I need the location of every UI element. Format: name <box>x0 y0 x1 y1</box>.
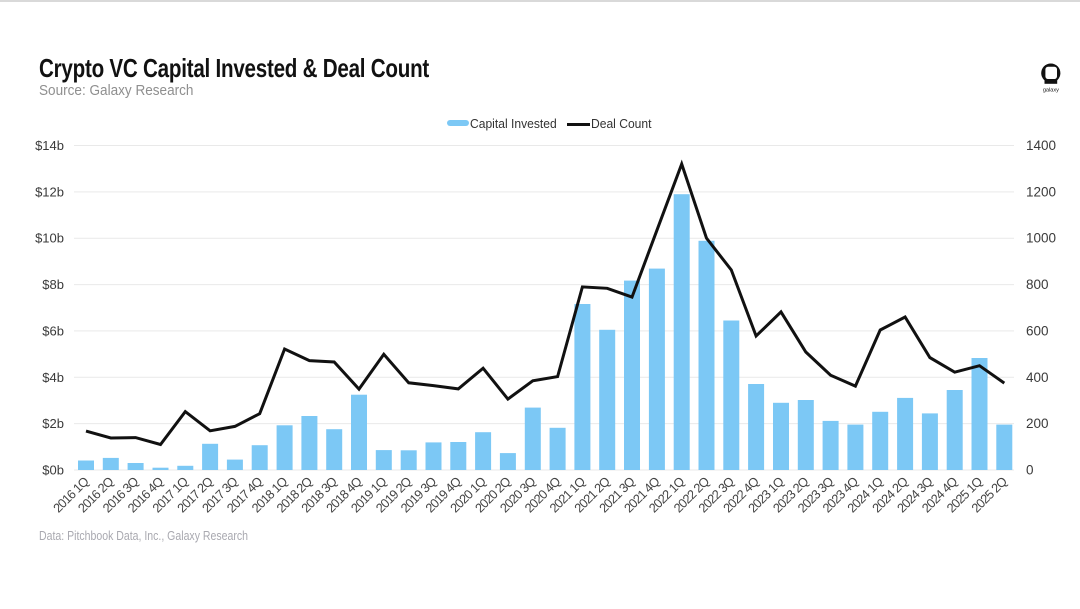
svg-text:600: 600 <box>1026 323 1049 338</box>
svg-text:$6b: $6b <box>42 323 64 338</box>
svg-text:$2b: $2b <box>42 416 64 431</box>
svg-text:$8b: $8b <box>42 277 64 292</box>
svg-text:$0b: $0b <box>42 463 64 478</box>
svg-text:1400: 1400 <box>1026 138 1056 153</box>
svg-text:400: 400 <box>1026 370 1049 385</box>
svg-text:0: 0 <box>1026 463 1034 478</box>
svg-text:$12b: $12b <box>35 184 64 199</box>
svg-text:1000: 1000 <box>1026 231 1056 246</box>
svg-text:$10b: $10b <box>35 231 64 246</box>
svg-text:200: 200 <box>1026 416 1049 431</box>
svg-text:1200: 1200 <box>1026 184 1056 199</box>
svg-text:$4b: $4b <box>42 370 64 385</box>
svg-text:$14b: $14b <box>35 138 64 153</box>
svg-text:galaxy: galaxy <box>1043 88 1059 94</box>
svg-text:800: 800 <box>1026 277 1049 292</box>
